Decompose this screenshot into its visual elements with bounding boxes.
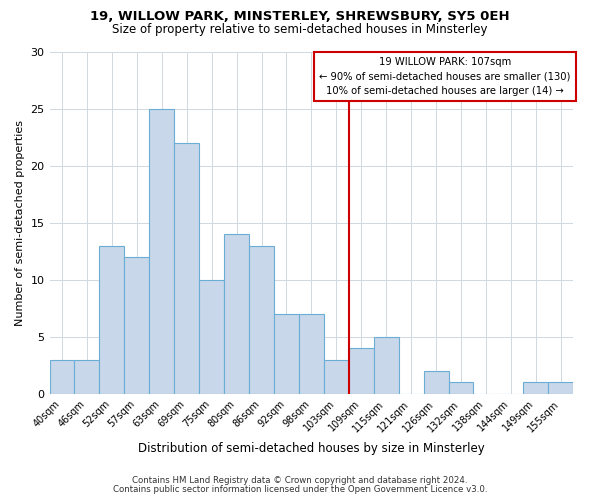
Bar	[374, 337, 398, 394]
Text: Size of property relative to semi-detached houses in Minsterley: Size of property relative to semi-detach…	[112, 22, 488, 36]
Y-axis label: Number of semi-detached properties: Number of semi-detached properties	[15, 120, 25, 326]
Bar	[199, 280, 224, 394]
Bar	[124, 257, 149, 394]
Bar	[74, 360, 100, 394]
Bar	[50, 360, 74, 394]
Bar	[548, 382, 573, 394]
Bar	[324, 360, 349, 394]
Text: Contains public sector information licensed under the Open Government Licence v3: Contains public sector information licen…	[113, 485, 487, 494]
Bar	[174, 143, 199, 394]
Bar	[449, 382, 473, 394]
Bar	[224, 234, 249, 394]
Bar	[149, 108, 174, 394]
Text: 19, WILLOW PARK, MINSTERLEY, SHREWSBURY, SY5 0EH: 19, WILLOW PARK, MINSTERLEY, SHREWSBURY,…	[90, 10, 510, 23]
Bar	[100, 246, 124, 394]
Bar	[299, 314, 324, 394]
X-axis label: Distribution of semi-detached houses by size in Minsterley: Distribution of semi-detached houses by …	[138, 442, 485, 455]
Text: 19 WILLOW PARK: 107sqm
← 90% of semi-detached houses are smaller (130)
10% of se: 19 WILLOW PARK: 107sqm ← 90% of semi-det…	[319, 56, 571, 96]
Bar	[274, 314, 299, 394]
Bar	[424, 371, 449, 394]
Text: Contains HM Land Registry data © Crown copyright and database right 2024.: Contains HM Land Registry data © Crown c…	[132, 476, 468, 485]
Bar	[349, 348, 374, 394]
Bar	[249, 246, 274, 394]
Bar	[523, 382, 548, 394]
